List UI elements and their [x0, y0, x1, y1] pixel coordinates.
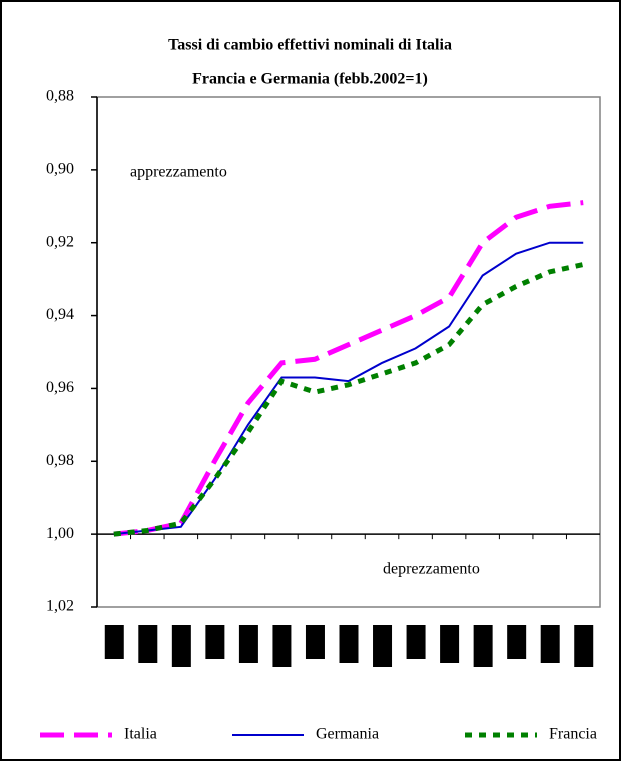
x-tick-label-unreadable [406, 625, 426, 659]
data-line [113, 262, 584, 537]
y-tick-label: 0,88 [46, 88, 74, 105]
x-tick-label-unreadable [238, 625, 258, 663]
y-tick-label: 0,92 [46, 233, 74, 250]
y-tick-label: 0,90 [46, 161, 74, 178]
y-tick-label: 0,96 [46, 379, 74, 396]
y-tick-label: 0,94 [46, 306, 74, 323]
x-tick-label-unreadable [339, 625, 359, 663]
x-tick-label-unreadable [507, 625, 527, 659]
x-tick-label-unreadable [473, 625, 493, 667]
chart-title: Tassi di cambio effettivi nominali di It… [168, 37, 452, 54]
y-tick-label: 1,02 [46, 598, 74, 615]
x-tick-label-unreadable [171, 625, 191, 667]
x-tick-label-unreadable [272, 625, 292, 667]
x-tick-label-unreadable [440, 625, 460, 663]
x-tick-label-unreadable [574, 625, 594, 667]
x-tick-label-unreadable [305, 625, 325, 659]
x-tick-label-unreadable [138, 625, 158, 663]
annotation: deprezzamento [383, 561, 480, 578]
annotation: apprezzamento [130, 164, 227, 181]
legend-label: Italia [124, 726, 157, 743]
x-tick-label-unreadable [373, 625, 393, 667]
legend-label: Francia [549, 726, 597, 743]
x-tick-label-unreadable [540, 625, 560, 663]
chart-title: Francia e Germania (febb.2002=1) [192, 71, 428, 88]
data-line [113, 200, 584, 537]
y-tick-label: 1,00 [46, 525, 74, 542]
x-tick-label-unreadable [205, 625, 225, 659]
x-tick-label-unreadable [104, 625, 124, 659]
legend-label: Germania [316, 726, 379, 743]
y-tick-label: 0,98 [46, 452, 74, 469]
